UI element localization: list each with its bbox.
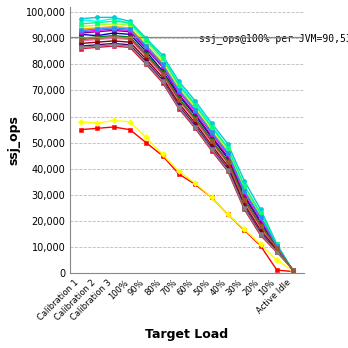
Text: ssj_ops@100% per JVM=90,530: ssj_ops@100% per JVM=90,530: [199, 33, 348, 44]
X-axis label: Target Load: Target Load: [145, 328, 229, 341]
Y-axis label: ssj_ops: ssj_ops: [7, 115, 20, 165]
